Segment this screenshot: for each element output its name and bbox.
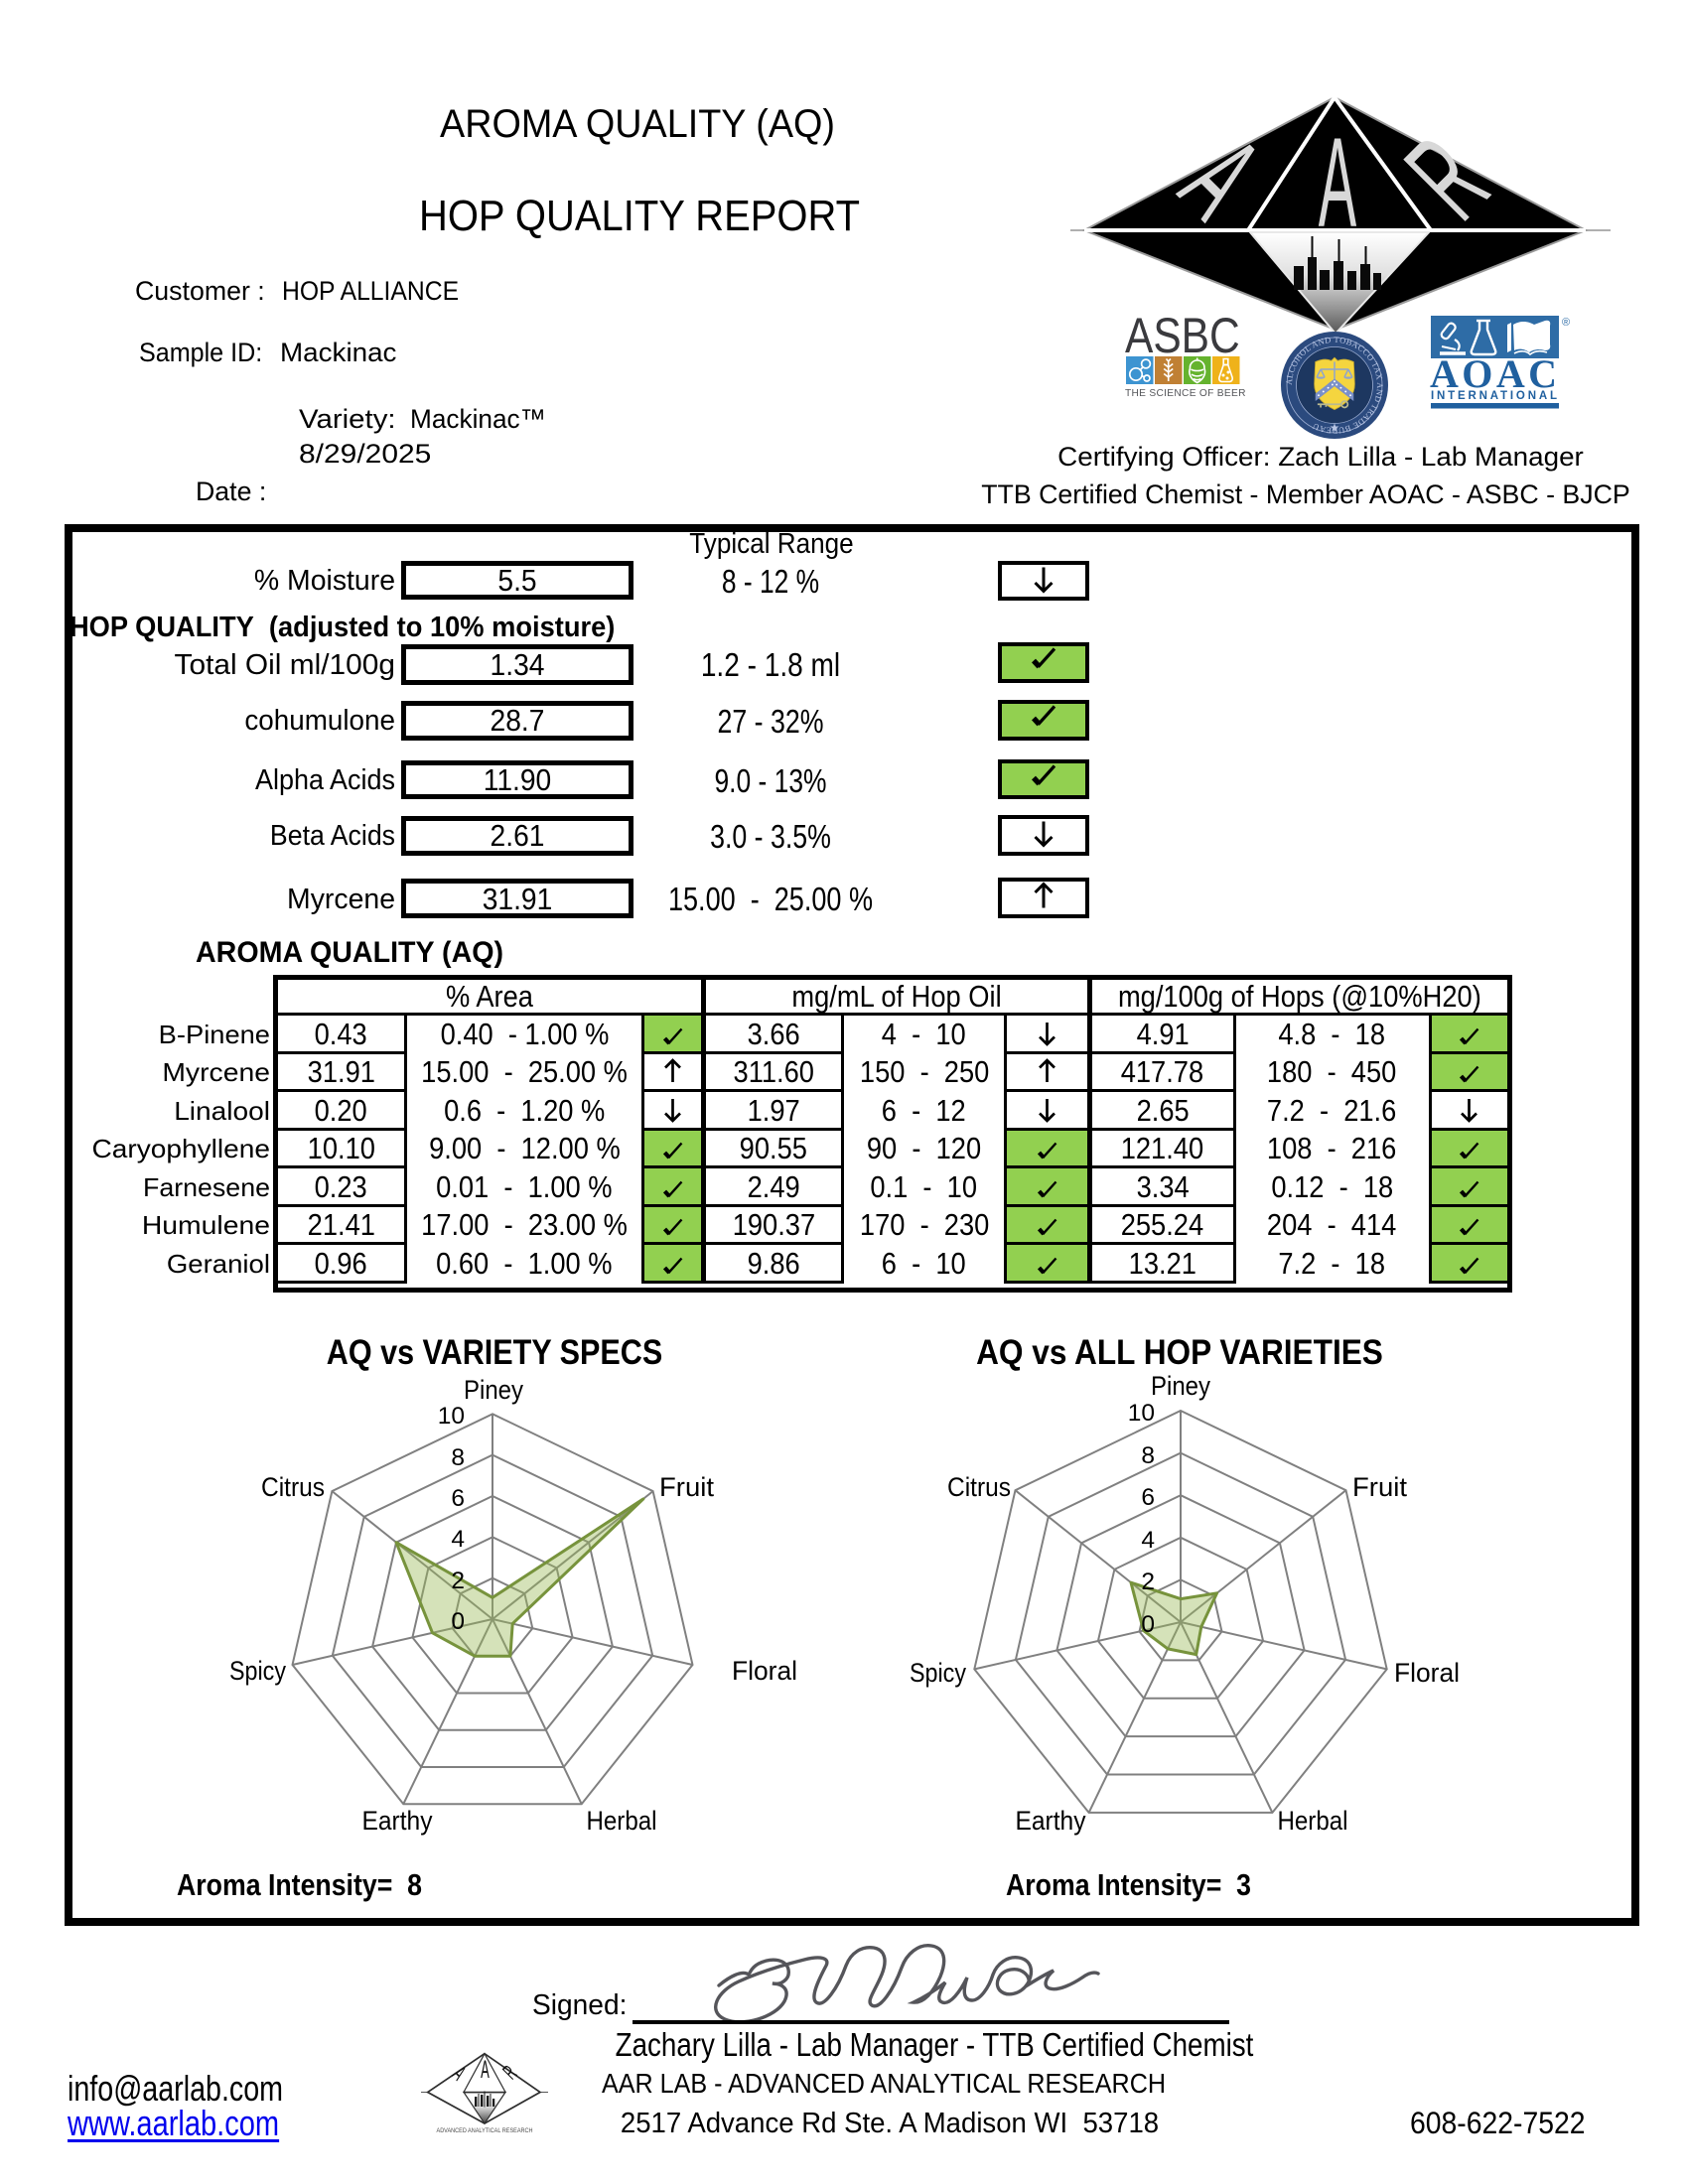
svg-text:6: 6 [1141, 1484, 1155, 1511]
svg-text:2: 2 [1141, 1569, 1155, 1595]
svg-text:Herbal: Herbal [1278, 1806, 1348, 1836]
svg-text:Floral: Floral [1394, 1658, 1460, 1688]
svg-text:8: 8 [1141, 1442, 1155, 1469]
svg-text:A: A [481, 2057, 490, 2085]
svg-text:Piney: Piney [464, 1375, 523, 1405]
svg-text:A: A [1319, 112, 1356, 254]
svg-text:Spicy: Spicy [910, 1658, 966, 1688]
svg-text:6: 6 [451, 1485, 465, 1512]
svg-text:Earthy: Earthy [362, 1806, 433, 1836]
svg-text:Citrus: Citrus [261, 1472, 325, 1502]
svg-text:2: 2 [451, 1568, 465, 1594]
svg-text:Spicy: Spicy [229, 1656, 286, 1686]
svg-text:®: ® [1562, 317, 1570, 329]
svg-text:4: 4 [1141, 1527, 1155, 1554]
svg-text:Fruit: Fruit [659, 1472, 715, 1502]
svg-text:10: 10 [1128, 1400, 1155, 1427]
svg-text:THE SCIENCE OF BEER: THE SCIENCE OF BEER [1125, 388, 1246, 399]
svg-text:Citrus: Citrus [947, 1472, 1011, 1502]
svg-text:Floral: Floral [732, 1656, 797, 1686]
svg-text:10: 10 [438, 1403, 465, 1430]
svg-text:0: 0 [451, 1608, 465, 1635]
svg-text:0: 0 [1141, 1611, 1155, 1638]
svg-text:8: 8 [451, 1444, 465, 1471]
svg-text:Piney: Piney [1151, 1371, 1210, 1401]
svg-text:Herbal: Herbal [587, 1806, 657, 1836]
svg-text:ADVANCED ANALYTICAL RESEARCH: ADVANCED ANALYTICAL RESEARCH [437, 2127, 533, 2134]
svg-text:Earthy: Earthy [1016, 1806, 1086, 1836]
svg-text:4: 4 [451, 1526, 465, 1553]
svg-text:Fruit: Fruit [1352, 1472, 1408, 1502]
svg-text:INTERNATIONAL: INTERNATIONAL [1431, 390, 1557, 402]
svg-text:ASBC: ASBC [1125, 308, 1240, 363]
